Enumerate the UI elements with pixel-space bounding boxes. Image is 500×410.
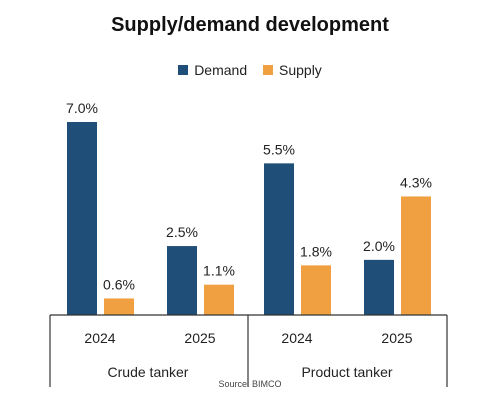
bar-supply-3 [401,196,431,315]
legend-item-supply: Supply [263,62,322,78]
data-label-supply-3: 4.3% [400,174,432,190]
legend: Demand Supply [0,62,500,78]
tick-label-3: 2025 [381,330,412,346]
data-label-supply-2: 1.8% [300,243,332,259]
legend-swatch-demand [178,65,189,75]
legend-label-supply: Supply [279,62,322,78]
group-label-1: Product tanker [301,364,392,380]
data-label-supply-1: 1.1% [203,263,235,279]
bar-demand-0 [67,122,97,315]
legend-label-demand: Demand [194,62,248,78]
data-label-demand-3: 2.0% [363,238,395,254]
data-label-demand-1: 2.5% [166,224,198,240]
legend-swatch-supply [263,65,273,75]
legend-item-demand: Demand [178,62,247,78]
tick-label-2: 2024 [281,330,312,346]
data-label-demand-0: 7.0% [66,100,98,116]
bar-supply-2 [301,265,331,315]
tick-label-1: 2025 [184,330,215,346]
bar-demand-1 [167,246,197,315]
bar-supply-0 [104,298,134,315]
group-label-0: Crude tanker [108,364,189,380]
bar-demand-3 [364,259,394,315]
source-note: Source: BIMCO [218,379,282,389]
data-label-supply-0: 0.6% [103,276,135,292]
bar-supply-1 [204,284,234,315]
chart-title: Supply/demand development [111,14,389,36]
data-label-demand-2: 5.5% [263,141,295,157]
tick-label-0: 2024 [84,330,115,346]
bar-demand-2 [264,163,294,315]
